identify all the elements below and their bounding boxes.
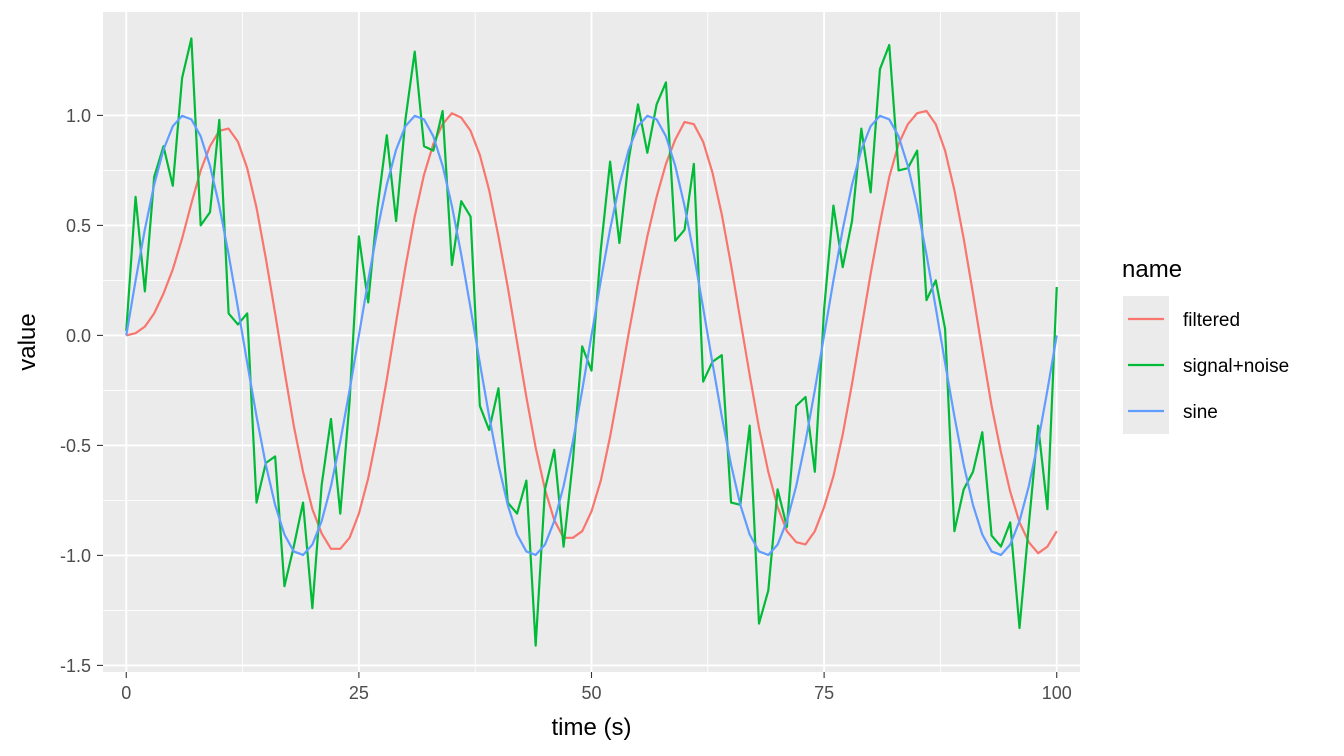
y-axis: -1.5 -1.0 -0.5 0.0 0.5 1.0 xyxy=(60,106,103,676)
x-tick-label: 75 xyxy=(814,683,834,703)
y-tick-label: -1.5 xyxy=(60,656,91,676)
grid-major xyxy=(103,12,1080,672)
y-tick-label: 0.5 xyxy=(66,216,91,236)
series-line-sine xyxy=(125,114,1058,557)
x-tick-label: 25 xyxy=(349,683,369,703)
y-tick-label: -0.5 xyxy=(60,436,91,456)
y-tick-label: -1.0 xyxy=(60,546,91,566)
y-tick-label: 0.0 xyxy=(66,326,91,346)
series-line-signal-noise xyxy=(125,37,1058,647)
legend: name filtered signal+noise sine xyxy=(1122,256,1289,434)
x-axis-title: time (s) xyxy=(552,714,632,741)
legend-label-signal-noise: signal+noise xyxy=(1183,356,1289,377)
legend-label-filtered: filtered xyxy=(1183,310,1240,331)
x-tick-label: 0 xyxy=(121,683,131,703)
y-tick-label: 1.0 xyxy=(66,106,91,126)
series-line-filtered xyxy=(126,109,1058,555)
legend-label-sine: sine xyxy=(1183,402,1218,423)
legend-title: name xyxy=(1122,256,1182,283)
x-tick-label: 50 xyxy=(581,683,601,703)
x-axis: 0 25 50 75 100 xyxy=(121,672,1072,703)
x-tick-label: 100 xyxy=(1042,683,1072,703)
series-layer xyxy=(125,37,1058,647)
y-axis-title: value xyxy=(14,313,41,370)
